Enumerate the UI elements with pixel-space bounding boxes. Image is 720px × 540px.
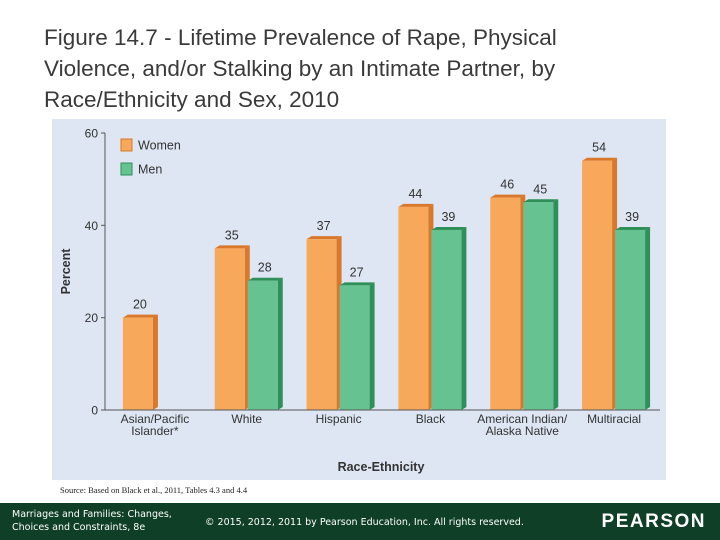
- bar-women-label: 20: [133, 298, 147, 312]
- bar-men: [339, 285, 370, 410]
- bar-men-label: 28: [258, 261, 272, 275]
- bar-women-top: [490, 194, 526, 198]
- bar-men-side: [369, 282, 375, 410]
- bar-women: [398, 206, 429, 410]
- book-title: Marriages and Families: Changes, Choices…: [12, 509, 202, 534]
- y-tick-label: 20: [85, 311, 99, 325]
- book-title-line1: Marriages and Families: Changes,: [12, 509, 172, 520]
- x-axis-title: Race-Ethnicity: [338, 460, 425, 474]
- y-tick-label: 40: [85, 219, 99, 233]
- bar-men: [615, 229, 646, 410]
- bar-men-side: [277, 277, 283, 410]
- x-tick-label: American Indian/: [477, 412, 568, 426]
- bar-women: [214, 248, 245, 410]
- bar-women-label: 35: [225, 228, 239, 242]
- bar-women-label: 37: [317, 219, 331, 233]
- legend-swatch-women: [120, 138, 133, 152]
- slide-title: Figure 14.7 - Lifetime Prevalence of Rap…: [44, 25, 557, 112]
- bar-women-top: [214, 245, 250, 249]
- bar-men: [247, 280, 278, 410]
- bar-men-side: [461, 226, 467, 410]
- bar-men-top: [523, 199, 559, 203]
- footer-bar: Marriages and Families: Changes, Choices…: [0, 503, 720, 540]
- x-tick-label: Hispanic: [316, 412, 362, 426]
- x-tick-label: Asian/Pacific: [121, 412, 190, 426]
- legend-label-men: Men: [138, 163, 162, 177]
- bar-men-top: [339, 282, 375, 286]
- chart-panel: 0 20 40 60 Percent Women Men 20 Asian/Pacific Isl…: [52, 119, 666, 480]
- bar-men-label: 45: [533, 182, 547, 196]
- x-tick-label: Islander*: [131, 424, 179, 438]
- copyright-notice: © 2015, 2012, 2011 by Pearson Education,…: [205, 517, 524, 528]
- x-tick-label: White: [231, 412, 262, 426]
- x-tick-label: Multiracial: [587, 412, 641, 426]
- bar-women-top: [122, 314, 158, 318]
- bar-women-label: 54: [592, 141, 606, 155]
- y-tick-label: 0: [91, 404, 98, 418]
- bar-men: [523, 202, 554, 410]
- bar-women-label: 46: [500, 178, 514, 192]
- bar-men: [431, 229, 462, 410]
- bar-women-top: [398, 203, 434, 207]
- y-tick-label: 60: [85, 127, 99, 141]
- bar-women: [306, 239, 337, 410]
- x-tick-label: Alaska Native: [486, 424, 560, 438]
- bar-women: [122, 317, 153, 410]
- bar-men-label: 39: [441, 210, 455, 224]
- bar-men-label: 39: [625, 210, 639, 224]
- source-note: Source: Based on Black et al., 2011, Tab…: [60, 485, 248, 495]
- bar-women-top: [306, 236, 342, 240]
- bar-chart: 0 20 40 60 Percent Women Men 20 Asian/PacificIsl…: [59, 127, 660, 474]
- pearson-logo: PEARSON: [601, 511, 706, 532]
- bar-women-label: 44: [408, 187, 422, 201]
- bar-women-top: [582, 157, 618, 161]
- book-title-line2: Choices and Constraints, 8e: [12, 521, 146, 533]
- bar-men-top: [247, 277, 283, 281]
- bar-men-side: [645, 226, 651, 410]
- bar-men-top: [431, 226, 467, 230]
- y-axis-title: Percent: [59, 248, 73, 295]
- x-tick-label: Black: [416, 412, 446, 426]
- bar-men-top: [615, 226, 651, 230]
- legend-swatch-men: [120, 162, 133, 176]
- bar-women: [490, 197, 521, 410]
- bar-men-side: [553, 199, 559, 410]
- bar-men-label: 27: [350, 265, 364, 279]
- bar-women-side: [152, 314, 158, 410]
- bar-women: [582, 160, 613, 410]
- legend-label-women: Women: [138, 139, 181, 153]
